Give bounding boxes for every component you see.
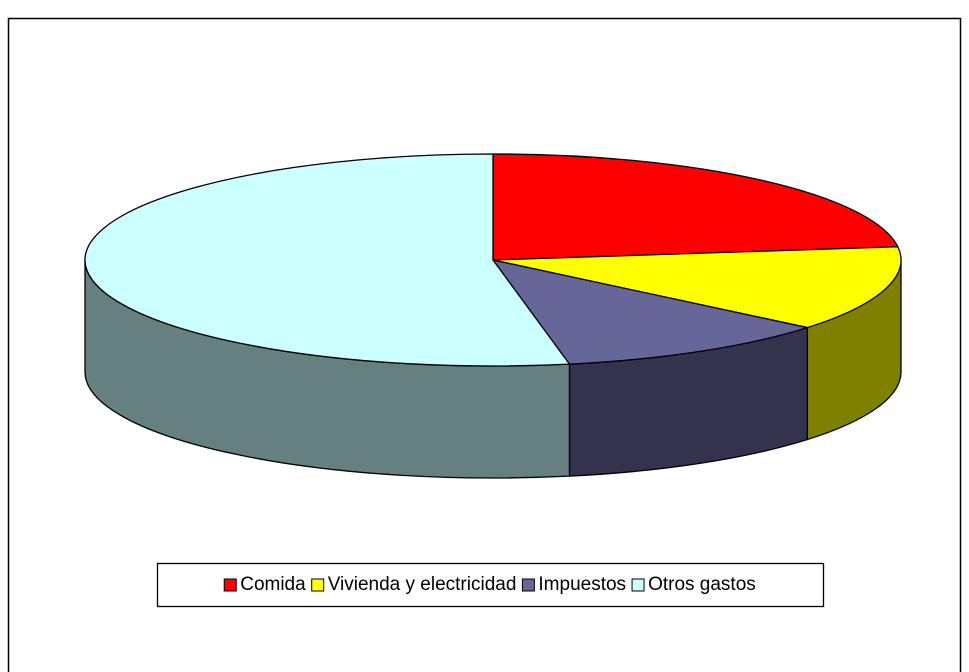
pie: [84, 153, 902, 479]
legend-label: Otros gastos: [648, 574, 756, 595]
legend-label: Impuestos: [538, 574, 626, 595]
legend-label: Vivienda y electricidad: [328, 574, 517, 595]
legend-swatch: [631, 578, 645, 592]
slice: [492, 259, 809, 365]
legend: Comida Vivienda y electricidad Impuestos Ot…: [156, 562, 825, 608]
legend-swatch: [223, 578, 237, 592]
legend-box: [156, 562, 825, 608]
slice: [492, 246, 902, 329]
legend-label: Comida: [240, 574, 306, 595]
slice: [492, 153, 899, 261]
legend-swatch: [521, 578, 535, 592]
slice: [84, 153, 571, 367]
chart-frame: [7, 17, 962, 672]
legend-swatch: [311, 578, 325, 592]
